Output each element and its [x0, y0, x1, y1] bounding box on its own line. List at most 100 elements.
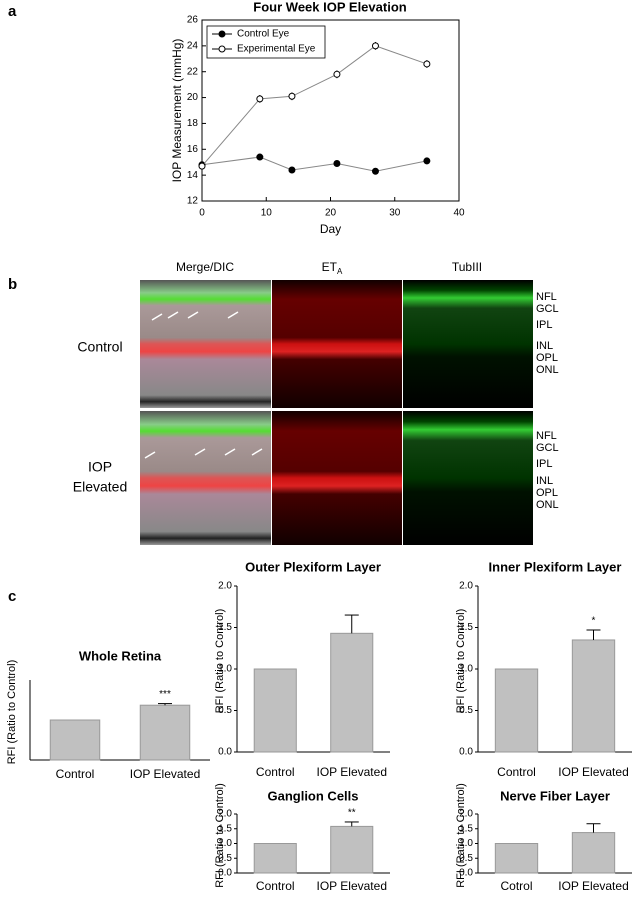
- legend-marker: [218, 30, 226, 38]
- y-axis-label: RFI (Ratio to Control): [214, 783, 226, 888]
- y-tick-label: 0.5: [459, 705, 473, 716]
- y-axis-label: RFI (Ratio to Control): [6, 660, 18, 765]
- layer-label: OPL: [536, 352, 558, 364]
- legend-marker: [218, 45, 226, 53]
- y-axis-label: IOP Measurement (mmHg): [170, 39, 184, 183]
- x-tick-label: Cotrol: [500, 879, 532, 893]
- x-tick-label: IOP Elevated: [558, 879, 629, 893]
- y-tick-label: 1.0: [218, 664, 232, 675]
- layer-label: NFL: [536, 291, 557, 303]
- x-tick-label: 40: [453, 208, 465, 219]
- panel-letter: a: [8, 3, 17, 20]
- layer-label: INL: [536, 340, 553, 352]
- layer-label: NFL: [536, 430, 557, 442]
- bar: [330, 632, 374, 753]
- layer-label: GCL: [536, 303, 559, 315]
- y-tick-label: 1.5: [218, 823, 232, 834]
- row-label: Elevated: [73, 479, 127, 495]
- point: [333, 70, 341, 78]
- layer-label: INL: [536, 475, 553, 487]
- y-tick-label: 1.0: [459, 838, 473, 849]
- arrows: [144, 311, 263, 459]
- bar: [571, 832, 616, 874]
- x-tick-label: 10: [261, 208, 273, 219]
- y-tick-label: 2.0: [459, 809, 473, 820]
- micrographs: [140, 280, 533, 545]
- bar: [139, 704, 191, 761]
- significance: **: [348, 808, 356, 819]
- layer-label: ONL: [536, 364, 559, 376]
- legend-box: [206, 25, 326, 59]
- y-tick-label: 2.0: [459, 581, 473, 592]
- y-tick-label: 24: [187, 40, 199, 51]
- x-tick-label: Control: [56, 767, 95, 781]
- chart-title: Four Week IOP Elevation: [253, 0, 406, 14]
- y-axis-label: RFI (Ratio to Control): [214, 609, 226, 714]
- layer-label: ONL: [536, 499, 559, 511]
- bar: [494, 843, 539, 874]
- point: [256, 95, 264, 103]
- y-tick-label: 2.0: [218, 809, 232, 820]
- y-tick-label: 0.5: [218, 705, 232, 716]
- y-tick-label: 20: [187, 92, 199, 103]
- micrograph: [140, 280, 271, 408]
- y-tick-label: 1.5: [459, 622, 473, 633]
- y-tick-label: 26: [187, 15, 199, 26]
- x-tick-label: IOP Elevated: [317, 879, 388, 893]
- chart-title: Inner Plexiform Layer: [489, 559, 622, 574]
- chart-title: Nerve Fiber Layer: [500, 788, 610, 803]
- point: [198, 162, 206, 170]
- y-tick-label: 1.0: [459, 664, 473, 675]
- chart-title: Whole Retina: [79, 648, 162, 663]
- chart-title: Outer Plexiform Layer: [245, 559, 381, 574]
- y-tick-label: 16: [187, 144, 199, 155]
- panel-letter: c: [8, 588, 16, 605]
- y-tick-label: 0.0: [459, 868, 473, 879]
- layer-label: IPL: [536, 458, 553, 470]
- bar: [253, 843, 297, 874]
- micrograph: [272, 411, 402, 545]
- chart-title: Ganglion Cells: [267, 788, 358, 803]
- layer-label: GCL: [536, 442, 559, 454]
- column-header: ETA: [322, 260, 343, 276]
- point: [423, 157, 431, 165]
- point: [371, 167, 379, 175]
- micrograph: [403, 280, 533, 408]
- x-axis-label: Day: [320, 222, 341, 236]
- y-tick-label: 1.0: [218, 838, 232, 849]
- x-tick-label: 0: [199, 208, 205, 219]
- series-line: [201, 156, 427, 172]
- x-tick-label: Control: [256, 765, 295, 779]
- y-tick-label: 0.0: [218, 747, 232, 758]
- x-tick-label: 20: [325, 208, 337, 219]
- y-tick-label: 2.0: [218, 581, 232, 592]
- bar: [253, 668, 297, 753]
- point: [288, 92, 296, 100]
- y-tick-label: 1.5: [459, 823, 473, 834]
- point: [371, 42, 379, 50]
- y-tick-label: 0.0: [459, 747, 473, 758]
- bar: [494, 668, 539, 753]
- point: [333, 160, 341, 168]
- y-axis-label: RFI (Ratio to Control): [455, 609, 467, 714]
- row-label: Control: [77, 339, 122, 355]
- x-tick-label: IOP Elevated: [317, 765, 388, 779]
- point: [256, 153, 264, 161]
- row-label: IOP: [88, 459, 112, 475]
- x-tick-label: IOP Elevated: [558, 765, 629, 779]
- x-tick-label: Control: [497, 765, 536, 779]
- legend-label: Control Eye: [237, 29, 290, 40]
- micrograph: [272, 280, 402, 408]
- x-tick-label: Control: [256, 879, 295, 893]
- y-tick-label: 12: [187, 196, 199, 207]
- layer-label: IPL: [536, 319, 553, 331]
- y-tick-label: 0.0: [218, 868, 232, 879]
- y-tick-label: 18: [187, 118, 199, 129]
- micrograph: [140, 411, 271, 545]
- bar: [571, 639, 616, 753]
- y-tick-label: 0.5: [218, 853, 232, 864]
- layer-label: OPL: [536, 487, 558, 499]
- bar: [330, 825, 374, 874]
- significance: *: [592, 616, 596, 627]
